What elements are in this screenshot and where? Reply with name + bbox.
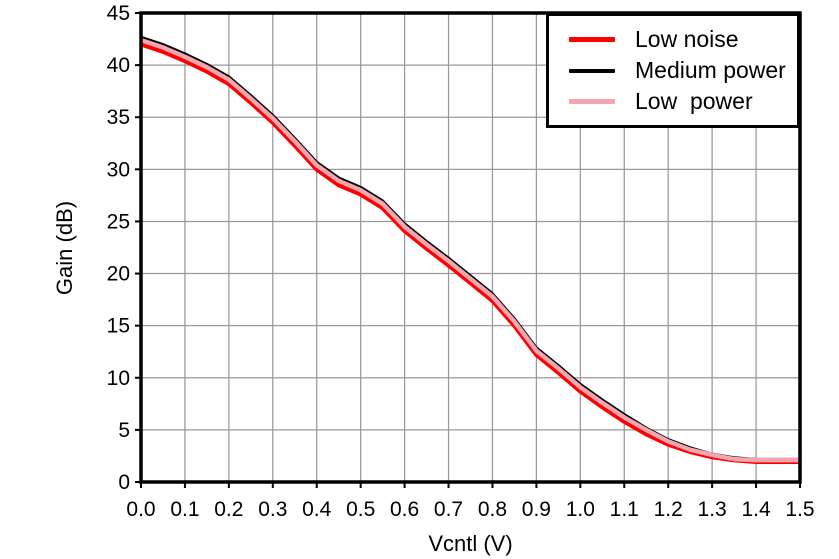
medium-power-line-sample-icon <box>569 68 615 73</box>
x-tick-label: 0.2 <box>214 498 243 521</box>
legend-item-low-power: Low power <box>549 88 797 115</box>
series-line-low-power <box>140 37 800 463</box>
x-tick-label: 0.4 <box>302 498 332 521</box>
low-power-line-sample-icon <box>569 99 615 104</box>
y-tick-label: 15 <box>107 315 130 338</box>
x-axis-title: Vcntl (V) <box>428 531 513 556</box>
y-tick-label: 40 <box>107 54 130 77</box>
y-tick-label: 45 <box>107 2 130 25</box>
x-tick-label: 1.3 <box>698 498 727 521</box>
x-tick-label: 0.7 <box>434 498 463 521</box>
x-tick-label: 0.3 <box>258 498 287 521</box>
x-tick-label: 0.5 <box>346 498 375 521</box>
legend-label-low-noise: Low noise <box>635 26 739 52</box>
legend-item-low-noise: Low noise <box>549 26 797 53</box>
x-tick-label: 0.6 <box>390 498 419 521</box>
x-tick-label: 0.0 <box>126 498 155 521</box>
x-tick-label: 1.0 <box>566 498 595 521</box>
y-tick-label: 0 <box>118 471 130 494</box>
plot-border <box>139 11 802 484</box>
y-tick-label: 30 <box>107 158 130 181</box>
x-tick-label: 0.9 <box>522 498 551 521</box>
x-tick-label: 1.4 <box>741 498 771 521</box>
y-tick-label: 20 <box>107 263 130 286</box>
legend-item-medium-power: Medium power <box>549 57 797 84</box>
y-tick-label: 25 <box>107 210 130 233</box>
low-noise-line-sample-icon <box>569 37 615 42</box>
x-tick-label: 0.1 <box>170 498 199 521</box>
x-tick-label: 1.5 <box>785 498 814 521</box>
x-tick-label: 1.1 <box>610 498 639 521</box>
chart-legend: Low noise Medium power Low power <box>546 13 800 128</box>
y-tick-label: 10 <box>107 367 130 390</box>
x-tick-label: 0.8 <box>478 498 507 521</box>
y-axis-title: Gain (dB) <box>52 200 77 296</box>
y-tick-label: 35 <box>107 106 130 129</box>
legend-label-medium-power: Medium power <box>635 57 786 83</box>
x-tick-label: 1.2 <box>654 498 683 521</box>
y-tick-label: 5 <box>118 419 130 442</box>
legend-label-low-power: Low power <box>635 88 753 114</box>
